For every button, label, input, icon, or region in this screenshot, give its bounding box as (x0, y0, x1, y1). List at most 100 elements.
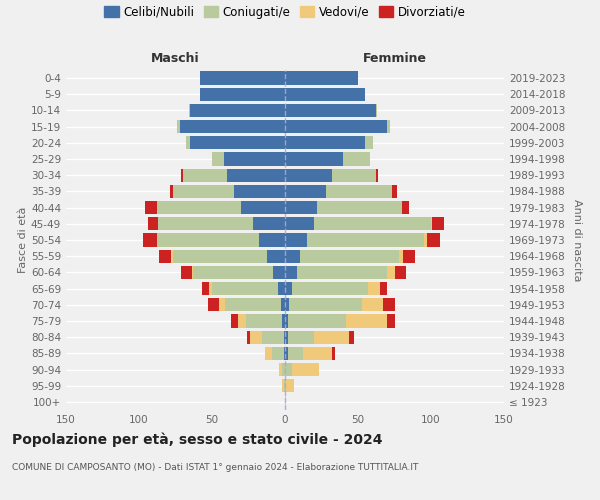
Bar (181, 266, 191, 279)
Bar (268, 250, 285, 263)
Bar (380, 282, 387, 295)
Bar (285, 168, 332, 182)
Bar (278, 282, 285, 295)
Bar (173, 185, 234, 198)
Bar (285, 136, 365, 149)
Bar (392, 185, 397, 198)
Bar (265, 346, 272, 360)
Bar (285, 104, 376, 117)
Y-axis label: Fasce di età: Fasce di età (18, 207, 28, 273)
Bar (160, 250, 171, 263)
Bar (173, 250, 268, 263)
Bar (225, 298, 281, 312)
Bar (281, 298, 285, 312)
Bar (285, 363, 292, 376)
Bar (282, 363, 285, 376)
Bar (250, 330, 262, 344)
Bar (285, 346, 288, 360)
Bar (285, 234, 307, 246)
Bar (157, 234, 259, 246)
Bar (274, 266, 285, 279)
Bar (190, 136, 285, 149)
Bar (402, 201, 409, 214)
Bar (247, 330, 250, 344)
Bar (285, 298, 289, 312)
Bar (285, 330, 288, 344)
Bar (180, 120, 285, 134)
Text: COMUNE DI CAMPOSANTO (MO) - Dati ISTAT 1° gennaio 2024 - Elaborazione TUTTITALIA: COMUNE DI CAMPOSANTO (MO) - Dati ISTAT 1… (12, 462, 418, 471)
Bar (186, 136, 190, 149)
Bar (188, 104, 190, 117)
Bar (200, 88, 285, 101)
Text: Maschi: Maschi (151, 52, 200, 65)
Bar (284, 346, 285, 360)
Bar (431, 217, 433, 230)
Bar (387, 266, 395, 279)
Bar (288, 330, 314, 344)
Bar (148, 217, 158, 230)
Bar (285, 152, 343, 166)
Bar (362, 298, 383, 312)
Bar (171, 250, 173, 263)
Bar (326, 185, 392, 198)
Bar (193, 266, 274, 279)
Bar (227, 168, 285, 182)
Bar (282, 314, 285, 328)
Bar (284, 379, 285, 392)
Bar (424, 234, 427, 246)
Bar (332, 168, 376, 182)
Bar (208, 298, 220, 312)
Bar (212, 152, 224, 166)
Bar (157, 201, 241, 214)
Bar (143, 234, 157, 246)
Bar (282, 379, 284, 392)
Bar (285, 266, 296, 279)
Bar (288, 314, 346, 328)
Bar (181, 168, 183, 182)
Bar (332, 346, 335, 360)
Bar (285, 72, 358, 85)
Text: Femmine: Femmine (362, 52, 427, 65)
Bar (209, 282, 212, 295)
Bar (399, 250, 403, 263)
Bar (387, 314, 395, 328)
Bar (368, 282, 380, 295)
Bar (314, 330, 349, 344)
Bar (191, 266, 193, 279)
Bar (170, 185, 173, 198)
Bar (212, 282, 278, 295)
Bar (302, 346, 332, 360)
Bar (349, 330, 353, 344)
Bar (220, 298, 225, 312)
Bar (200, 72, 285, 85)
Bar (279, 363, 282, 376)
Bar (296, 266, 387, 279)
Bar (190, 104, 285, 117)
Bar (231, 314, 238, 328)
Bar (285, 379, 286, 392)
Bar (383, 298, 395, 312)
Bar (427, 234, 440, 246)
Bar (245, 314, 282, 328)
Bar (241, 201, 285, 214)
Bar (238, 314, 245, 328)
Bar (288, 346, 302, 360)
Bar (284, 330, 285, 344)
Bar (286, 379, 294, 392)
Y-axis label: Anni di nascita: Anni di nascita (572, 198, 582, 281)
Bar (403, 250, 415, 263)
Bar (376, 104, 377, 117)
Bar (285, 250, 299, 263)
Bar (285, 314, 288, 328)
Bar (292, 363, 319, 376)
Bar (285, 88, 365, 101)
Bar (285, 185, 326, 198)
Bar (285, 201, 317, 214)
Bar (285, 217, 314, 230)
Bar (234, 185, 285, 198)
Bar (292, 282, 368, 295)
Bar (376, 168, 379, 182)
Bar (317, 201, 402, 214)
Legend: Celibi/Nubili, Coniugati/e, Vedovi/e, Divorziati/e: Celibi/Nubili, Coniugati/e, Vedovi/e, Di… (100, 1, 470, 24)
Bar (158, 217, 253, 230)
